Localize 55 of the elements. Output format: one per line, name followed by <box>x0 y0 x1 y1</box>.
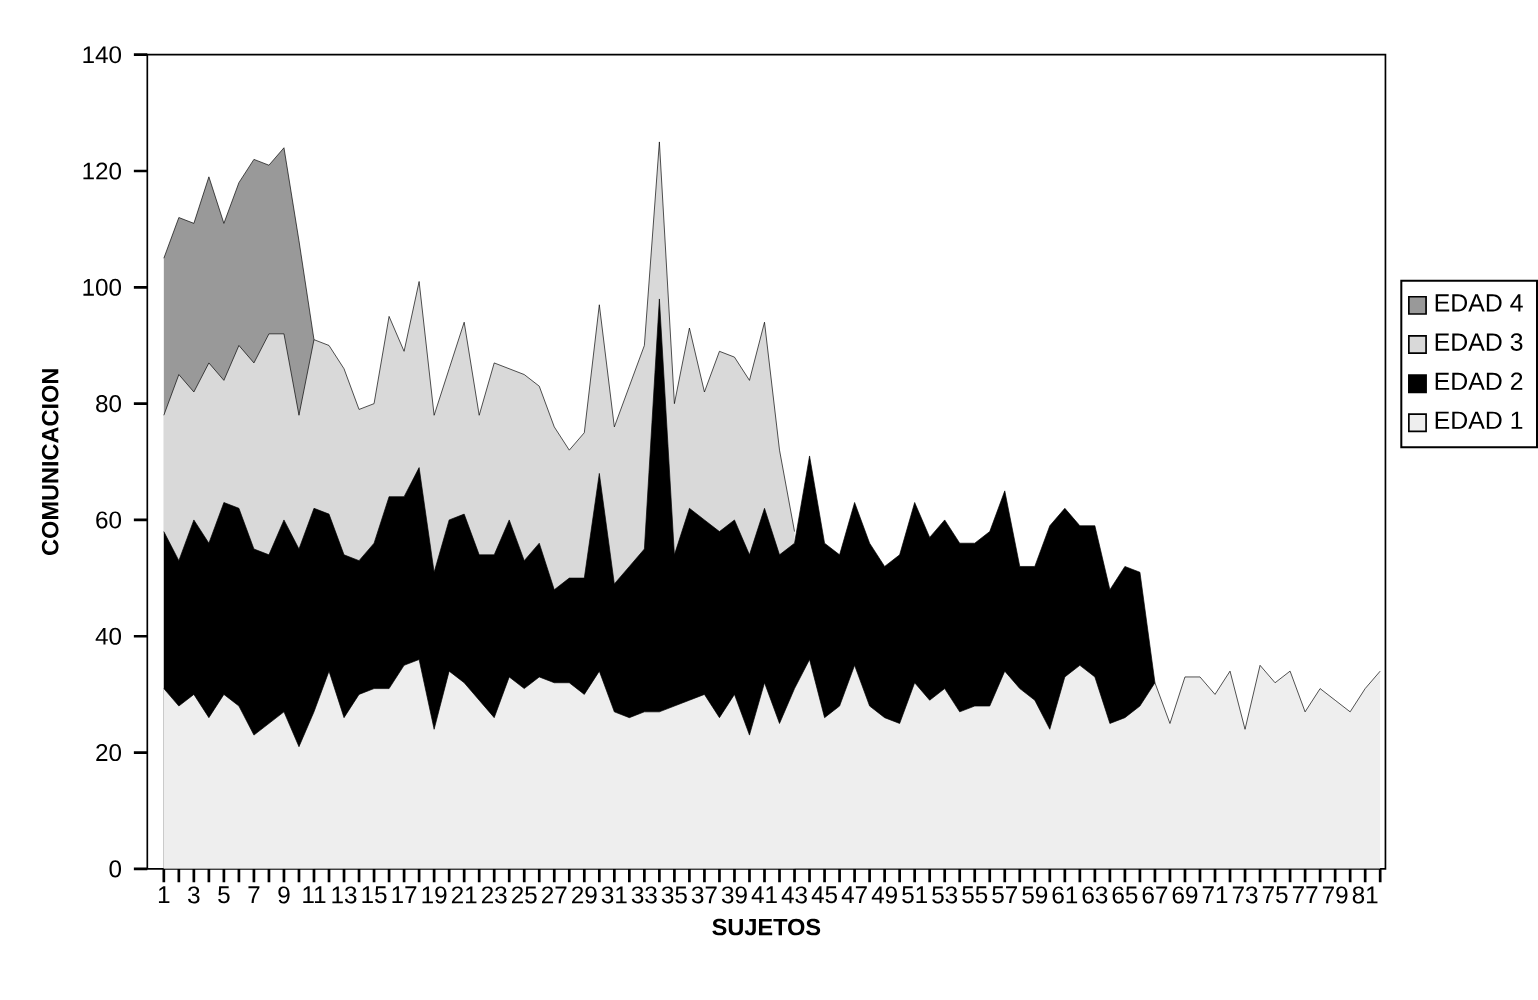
x-tick-label: 49 <box>871 886 897 904</box>
x-tick-label: 21 <box>451 886 477 904</box>
x-tick-label: 57 <box>992 886 1017 904</box>
x-tick-label: 19 <box>422 886 447 904</box>
x-tick-label: 47 <box>841 886 867 903</box>
x-tick-label: 27 <box>542 886 567 904</box>
x-tick-label: 79 <box>1322 886 1348 904</box>
x-tick-label: 31 <box>601 886 627 904</box>
x-tick-label: 77 <box>1292 886 1318 903</box>
y-tick-label: 140 <box>83 46 122 64</box>
x-tick-label: 51 <box>902 886 927 904</box>
x-tick-label: 11 <box>303 886 326 903</box>
y-tick-label: 60 <box>96 511 122 529</box>
x-tick-label: 59 <box>1022 886 1048 904</box>
x-tick-label: 17 <box>392 886 417 903</box>
x-tick-label: 39 <box>721 886 747 904</box>
y-tick-label: 0 <box>109 860 122 878</box>
x-tick-label: 81 <box>1352 886 1378 904</box>
legend-label: EDAD 1 <box>1435 411 1523 429</box>
legend-label: EDAD 4 <box>1435 294 1523 312</box>
x-tick-label: 53 <box>932 886 958 904</box>
x-tick-label: 9 <box>278 886 290 904</box>
x-tick-label: 5 <box>218 886 230 904</box>
x-tick-label: 23 <box>481 886 507 904</box>
x-axis-title: SUJETOS <box>712 918 821 936</box>
x-tick-label: 37 <box>691 886 717 904</box>
y-tick-label: 40 <box>95 627 122 645</box>
x-tick-label: 13 <box>332 886 357 904</box>
x-tick-label: 73 <box>1232 886 1258 904</box>
legend-label: EDAD 2 <box>1435 372 1523 390</box>
x-tick-label: 67 <box>1142 886 1168 904</box>
x-tick-label: 33 <box>631 886 657 904</box>
x-tick-label: 41 <box>751 886 777 903</box>
x-tick-label: 61 <box>1052 886 1078 904</box>
x-tick-label: 15 <box>362 886 387 904</box>
x-tick-label: 69 <box>1172 886 1198 904</box>
x-tick-label: 7 <box>248 886 260 903</box>
x-tick-label: 71 <box>1202 886 1228 903</box>
x-tick-label: 35 <box>661 886 687 904</box>
y-tick-label: 20 <box>96 743 122 761</box>
x-tick-label: 45 <box>811 886 838 904</box>
legend-label: EDAD 3 <box>1435 333 1523 351</box>
y-tick-label: 100 <box>83 278 122 296</box>
x-tick-label: 55 <box>962 886 988 904</box>
x-tick-label: 1 <box>158 886 170 903</box>
x-tick-label: 43 <box>781 886 807 904</box>
x-tick-label: 65 <box>1112 886 1138 904</box>
x-tick-label: 25 <box>511 886 537 904</box>
x-tick-label: 75 <box>1262 886 1288 904</box>
y-axis-title: COMUNICACION <box>41 369 59 555</box>
x-tick-label: 63 <box>1082 886 1108 904</box>
x-tick-label: 29 <box>572 886 597 904</box>
x-tick-label: 3 <box>188 886 200 904</box>
y-tick-label: 120 <box>83 162 122 180</box>
y-tick-label: 80 <box>96 394 122 413</box>
